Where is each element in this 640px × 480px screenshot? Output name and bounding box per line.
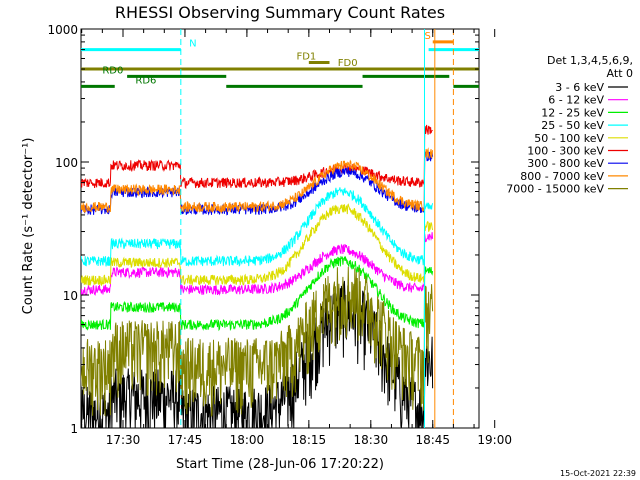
legend-title-line-1: Det 1,3,4,5,6,9, [547, 54, 633, 67]
series-line-4 [81, 203, 434, 287]
legend-label-0: 3 - 6 keV [555, 81, 604, 94]
legend-label-4: 50 - 100 keV [534, 132, 604, 145]
x-tick-label-5: 18:45 [415, 433, 450, 447]
series-line-2 [81, 255, 434, 332]
x-tick-label-4: 18:30 [354, 433, 389, 447]
y-axis-label: Count Rate (s⁻¹ detector⁻¹) [21, 138, 36, 315]
chart-title: RHESSI Observing Summary Count Rates [115, 3, 445, 22]
plot-area: N S FD1 FD0 RD0 RD6 17:30 17:45 18:00 18:15 18:30 1… [47, 23, 512, 447]
legend-label-5: 100 - 300 keV [527, 145, 604, 158]
flag-label-fd1: FD1 [296, 51, 316, 62]
y-tick-label-0: 1 [70, 422, 78, 436]
series-line-6 [81, 150, 434, 216]
generation-timestamp: 15-Oct-2021 22:39 [560, 469, 636, 478]
legend-label-8: 7000 - 15000 keV [506, 183, 604, 196]
plot-inner: N S FD1 FD0 RD0 RD6 [81, 29, 479, 428]
legend-label-6: 300 - 800 keV [527, 157, 604, 170]
series-line-3 [81, 187, 434, 267]
legend-label-1: 6 - 12 keV [548, 94, 604, 107]
x-tick-label-3: 18:15 [292, 433, 327, 447]
series-line-8 [81, 266, 434, 417]
series-line-7 [81, 147, 434, 214]
series-line-1 [81, 232, 434, 297]
flag-label-rd0: RD0 [102, 65, 123, 76]
flag-label-s: S [424, 31, 430, 42]
flag-label-n: N [189, 39, 196, 50]
x-tick-label-0: 17:30 [106, 433, 141, 447]
x-tick-label-2: 18:00 [230, 433, 265, 447]
x-tick-label-6: 19:00 [477, 433, 512, 447]
flag-label-fd0: FD0 [338, 58, 358, 69]
y-tick-label-2: 100 [55, 156, 78, 170]
y-tick-label-3: 1000 [47, 23, 78, 37]
y-tick-label-1: 10 [63, 289, 78, 303]
legend-label-7: 800 - 7000 keV [520, 170, 604, 183]
legend-label-3: 25 - 50 keV [541, 119, 604, 132]
flag-label-rd6: RD6 [135, 75, 156, 86]
x-axis-label: Start Time (28-Jun-06 17:20:22) [176, 457, 384, 472]
legend-label-2: 12 - 25 keV [541, 106, 604, 119]
legend-title-line-2: Att 0 [607, 67, 633, 80]
x-tick-label-1: 17:45 [168, 433, 203, 447]
series-line-5 [81, 124, 433, 190]
plot-frame [80, 28, 480, 429]
